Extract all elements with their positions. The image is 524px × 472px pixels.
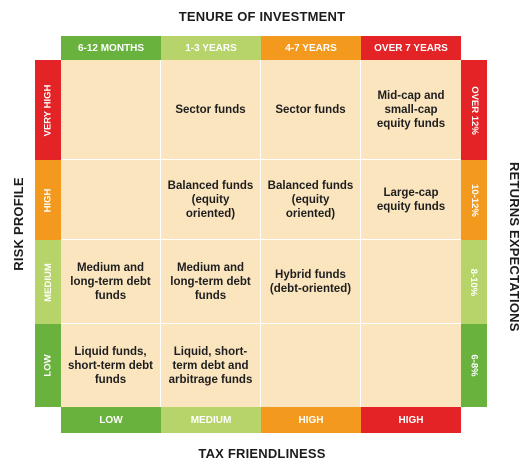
risk-label-high-text: HIGH	[42, 188, 54, 212]
tenure-of-investment-title: TENURE OF INVESTMENT	[178, 9, 346, 24]
risk-profile-title: RISK PROFILE	[11, 177, 26, 271]
return-label-10-12-text: 10-12%	[468, 183, 480, 217]
return-label-6-8-text: 6-8%	[468, 354, 480, 377]
risk-label-medium: MEDIUM	[35, 240, 61, 324]
cell-low-1-3-years: Liquid, short-term debt and arbitrage fu…	[161, 324, 261, 407]
cell-medium-4-7-years: Hybrid funds (debt-oriented)	[261, 240, 361, 324]
cell-very-high-1-3-years: Sector funds	[161, 60, 261, 160]
cell-very-high-over-7-years: Mid-cap and small-cap equity funds	[361, 60, 461, 160]
fund-matrix-grid: Sector funds Sector funds Mid-cap and sm…	[61, 60, 461, 407]
tax-label-medium: MEDIUM	[161, 407, 261, 433]
cell-high-4-7-years: Balanced funds (equity oriented)	[261, 160, 361, 240]
tax-label-low: LOW	[61, 407, 161, 433]
tenure-header-1-3-years: 1-3 YEARS	[161, 36, 261, 60]
returns-expectations-title: RETURNS EXPECTATIONS	[507, 162, 522, 332]
cell-very-high-4-7-years: Sector funds	[261, 60, 361, 160]
cell-medium-6-12-months: Medium and long-term debt funds	[61, 240, 161, 324]
cell-low-4-7-years	[261, 324, 361, 407]
return-label-8-10-text: 8-10%	[468, 268, 480, 296]
cell-low-over-7-years	[361, 324, 461, 407]
tax-label-high-2: HIGH	[361, 407, 461, 433]
return-label-6-8: 6-8%	[461, 324, 487, 407]
return-label-over-12: OVER 12%	[461, 60, 487, 160]
tax-friendliness-title: TAX FRIENDLINESS	[198, 446, 326, 461]
tenure-header-6-12-months: 6-12 MONTHS	[61, 36, 161, 60]
return-label-10-12: 10-12%	[461, 160, 487, 240]
risk-label-low: LOW	[35, 324, 61, 407]
risk-label-very-high: VERY HIGH	[35, 60, 61, 160]
tax-label-high-1: HIGH	[261, 407, 361, 433]
cell-very-high-6-12-months	[61, 60, 161, 160]
tenure-header-4-7-years: 4-7 YEARS	[261, 36, 361, 60]
cell-high-6-12-months	[61, 160, 161, 240]
risk-label-high: HIGH	[35, 160, 61, 240]
cell-low-6-12-months: Liquid funds, short-term debt funds	[61, 324, 161, 407]
risk-label-very-high-text: VERY HIGH	[42, 84, 54, 136]
cell-high-1-3-years: Balanced funds (equity oriented)	[161, 160, 261, 240]
risk-label-medium-text: MEDIUM	[42, 262, 54, 302]
risk-label-low-text: LOW	[42, 354, 54, 377]
return-label-8-10: 8-10%	[461, 240, 487, 324]
cell-medium-1-3-years: Medium and long-term debt funds	[161, 240, 261, 324]
cell-medium-over-7-years	[361, 240, 461, 324]
return-label-over-12-text: OVER 12%	[468, 85, 480, 135]
tenure-header-over-7-years: OVER 7 YEARS	[361, 36, 461, 60]
cell-high-over-7-years: Large-cap equity funds	[361, 160, 461, 240]
